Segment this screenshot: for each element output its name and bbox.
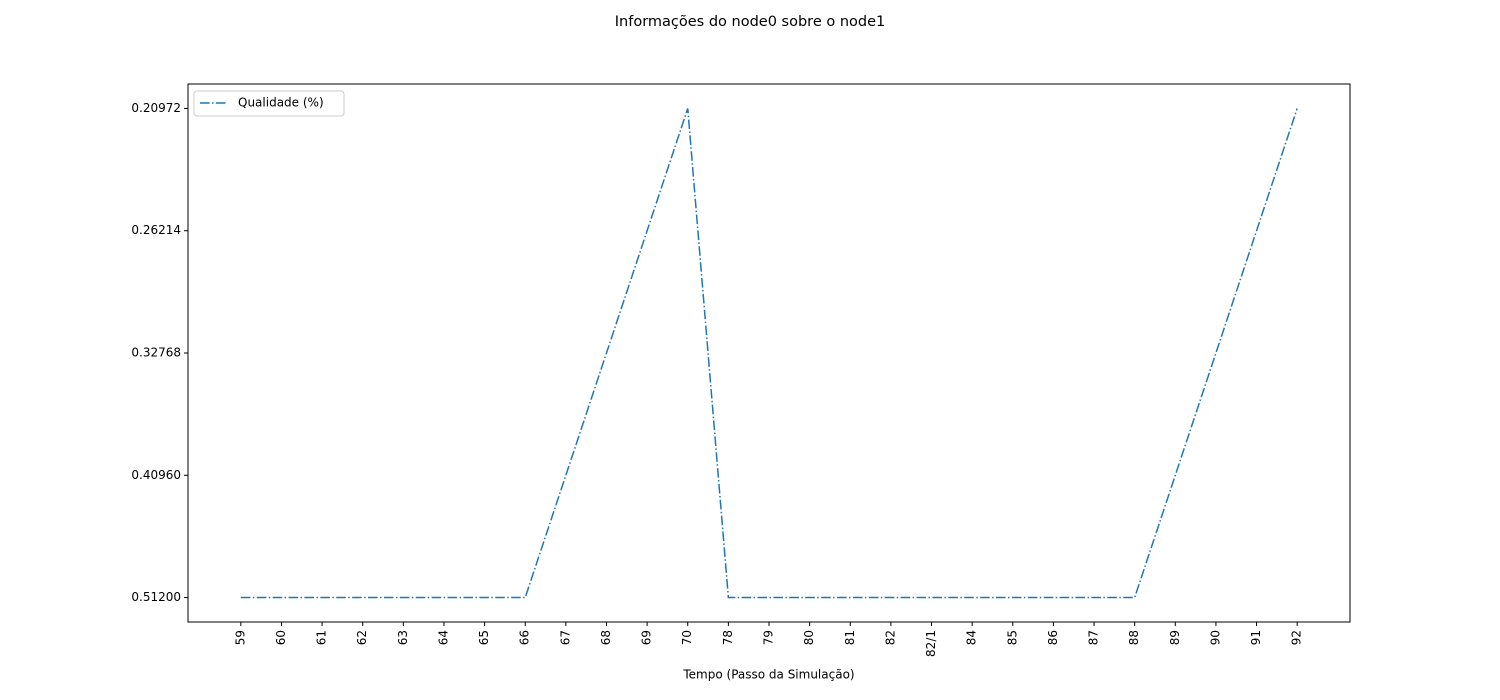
y-tick-label: 0.32768 [131,346,181,360]
x-tick-label: 65 [477,630,491,645]
x-tick-label: 92 [1290,630,1304,645]
x-tick-label: 81 [843,630,857,645]
x-tick-label: 82/1 [924,630,938,657]
x-tick-label: 68 [599,630,613,645]
x-axis-label: Tempo (Passo da Simulação) [682,668,854,682]
y-tick-label: 0.51200 [131,590,181,604]
x-tick-label: 69 [640,630,654,645]
x-tick-label: 90 [1208,630,1222,645]
x-tick-label: 78 [721,630,735,645]
x-tick-label: 61 [315,630,329,645]
y-tick-label: 0.26214 [131,223,181,237]
x-tick-label: 80 [802,630,816,645]
x-tick-label: 87 [1087,630,1101,645]
x-tick-label: 62 [355,630,369,645]
data-line [240,108,1298,599]
x-tick-label: 60 [274,630,288,645]
x-tick-label: 91 [1249,630,1263,645]
chart-title: Informações do node0 sobre o node1 [615,14,886,30]
axes-frame [187,83,1351,623]
x-tick-label: 79 [762,630,776,645]
y-tick-label: 0.40960 [131,468,181,482]
x-tick-label: 70 [680,630,694,645]
x-tick-label: 67 [558,630,572,645]
x-tick-label: 85 [1005,630,1019,645]
legend-box [193,90,345,117]
x-tick-label: 64 [436,630,450,645]
x-tick-label: 89 [1168,630,1182,645]
legend-label: Qualidade (%) [238,96,324,110]
x-tick-label: 59 [233,630,247,645]
x-tick-label: 63 [396,630,410,645]
x-tick-label: 88 [1127,630,1141,645]
x-tick-label: 66 [518,630,532,645]
y-tick-label: 0.20972 [131,101,181,115]
x-tick-label: 82 [883,630,897,645]
x-tick-label: 84 [965,630,979,645]
x-tick-label: 86 [1046,630,1060,645]
